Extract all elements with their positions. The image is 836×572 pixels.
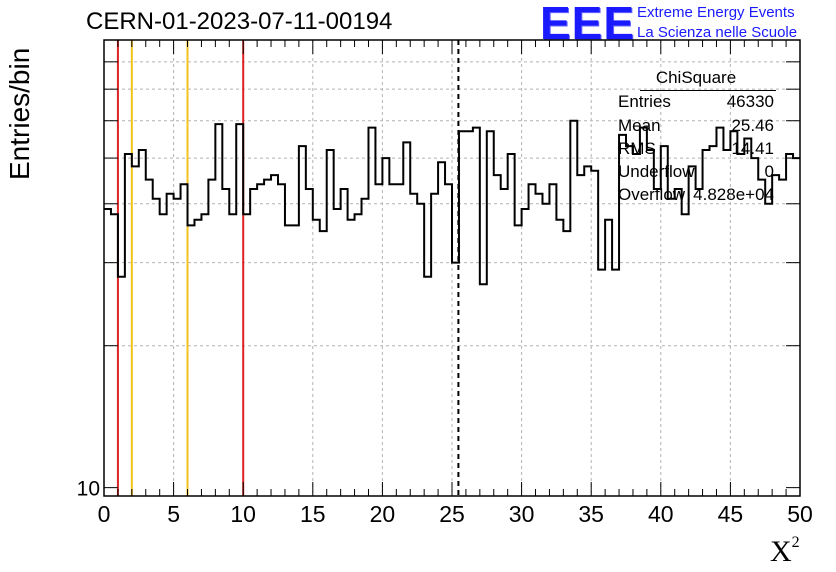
stats-box: ChiSquare Entries 46330 Mean 25.46 RMS 1… — [612, 64, 780, 208]
logo-line1: Extreme Energy Events — [637, 4, 795, 21]
y-tick-label: 10 — [77, 478, 100, 501]
stats-key: Overflow — [618, 185, 686, 204]
x-axis-label-base: X — [770, 535, 792, 568]
x-tick-label: 25 — [439, 501, 465, 527]
stats-row-rms: RMS 14.41 — [618, 139, 774, 161]
stats-row-underflow: Underflow 0 — [618, 162, 774, 184]
tick-label-layer: 0 5 10 15 20 25 30 35 40 45 50 10 — [77, 478, 813, 527]
x-tick-label: 30 — [509, 501, 535, 527]
eee-logo: EEE — [540, 0, 636, 49]
stats-value: 25.46 — [731, 116, 774, 135]
x-axis-label-sup: 2 — [791, 534, 800, 551]
stats-row-entries: Entries 46330 — [618, 92, 774, 114]
stats-title: ChiSquare — [655, 68, 737, 87]
stats-key: Mean — [618, 116, 661, 135]
x-tick-label: 35 — [578, 501, 604, 527]
marker-layer — [116, 40, 460, 496]
stats-value: 4.828e+04 — [693, 185, 774, 204]
x-tick-label: 20 — [370, 501, 396, 527]
stats-value: 0 — [764, 162, 774, 181]
x-tick-label: 10 — [230, 501, 256, 527]
stats-value: 46330 — [726, 92, 774, 111]
stats-key: RMS — [618, 139, 656, 158]
x-tick-label: 0 — [98, 501, 111, 527]
x-axis-label: X2 — [770, 534, 800, 569]
logo-line2: La Scienza nelle Scuole — [637, 24, 798, 41]
stats-key: Underflow — [618, 162, 695, 181]
x-tick-label: 5 — [167, 501, 180, 527]
stats-row-overflow: Overflow 4.828e+04 — [618, 185, 774, 207]
x-tick-label: 50 — [787, 501, 813, 527]
stats-value: 14.41 — [731, 139, 774, 158]
stats-key: Entries — [618, 92, 671, 111]
x-tick-label: 45 — [718, 501, 744, 527]
histogram-layer — [104, 119, 800, 286]
x-tick-label: 40 — [648, 501, 674, 527]
histogram-outline — [104, 119, 800, 286]
tick-layer — [103, 40, 801, 496]
stats-divider — [640, 90, 776, 91]
stats-row-mean: Mean 25.46 — [618, 116, 774, 138]
chart-title: CERN-01-2023-07-11-00194 — [86, 8, 393, 35]
x-tick-label: 15 — [300, 501, 326, 527]
